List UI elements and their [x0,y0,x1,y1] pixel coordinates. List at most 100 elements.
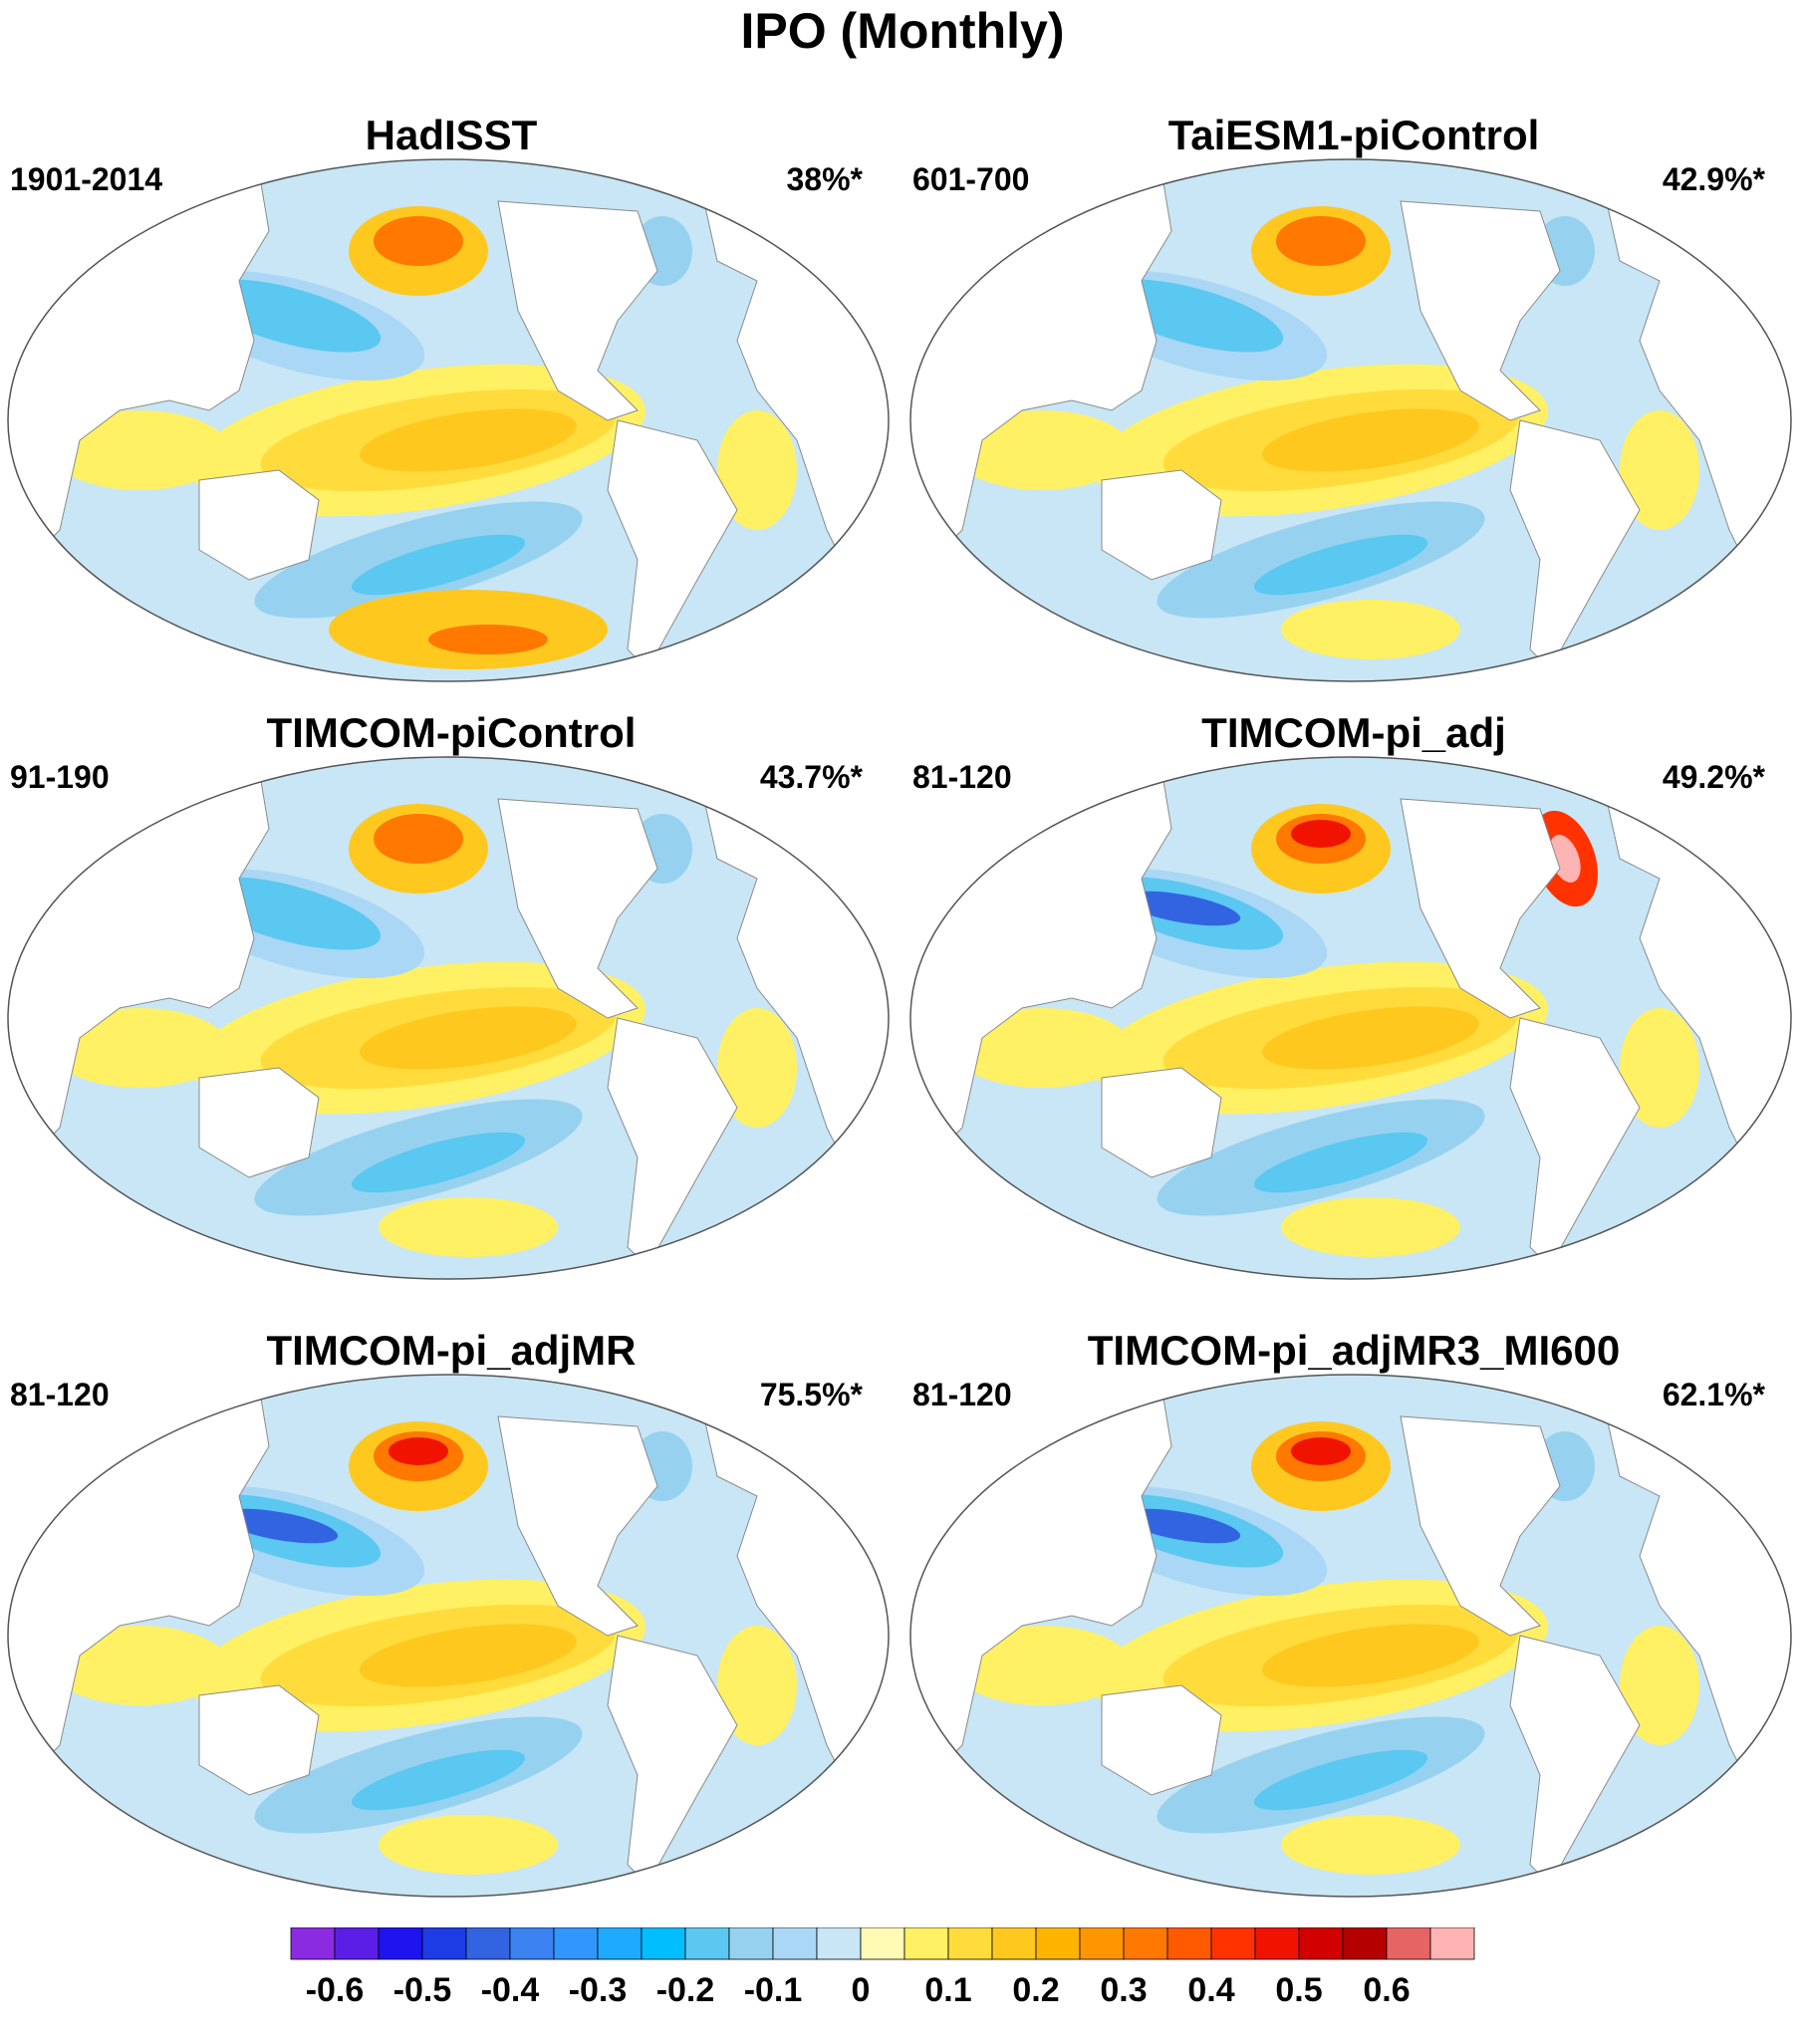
colorbar-swatch [772,1927,818,1960]
colorbar-swatch [597,1927,643,1960]
map-outline [909,1374,1792,1898]
colorbar-tick-label: -0.3 [569,1971,628,2009]
colorbar-swatch [1035,1927,1081,1960]
colorbar-swatch [334,1927,380,1960]
panel-variance: 38%* [786,161,864,197]
continent [1101,469,1222,581]
map-outline [7,1374,890,1898]
continent [497,798,658,1019]
figure-title: IPO (Monthly) [740,3,1065,59]
anomaly-contour [360,408,577,472]
global-map [0,756,902,1327]
anomaly-contour [1122,1508,1241,1544]
anomaly-contour [50,1626,229,1705]
anomaly-contour [1276,216,1366,266]
anomaly-contour [1253,1749,1428,1811]
colorbar-tick-label: 0.1 [924,1971,971,2009]
map-panel: TIMCOM-pi_adj 81-120 49.2%* [902,709,1805,1327]
colorbar-tick-label: 0.6 [1363,1971,1410,2009]
map-panel: TaiESM1-piControl 601-700 42.9%* [902,112,1805,729]
anomaly-contour [952,1626,1132,1705]
map-outline [909,158,1792,682]
continent [497,200,658,421]
anomaly-contour [50,1008,229,1088]
panel-period: 81-120 [912,759,1012,795]
panel-title: TIMCOM-piControl [266,709,637,756]
panel-period: 1901-2014 [10,161,163,197]
colorbar-tick-label: -0.5 [393,1971,452,2009]
colorbar-tick-label: 0 [852,1971,871,2009]
anomaly-contour [360,1624,577,1687]
colorbar-tick-label: -0.2 [656,1971,715,2009]
anomaly-contour [351,1749,526,1811]
colorbar-swatch [421,1927,467,1960]
panel-variance: 42.9%* [1662,161,1765,197]
panel-title: HadISST [365,112,538,158]
panel-title: TIMCOM-pi_adjMR3_MI600 [1087,1327,1621,1374]
anomaly-contour [1291,1437,1351,1465]
global-map [909,158,1792,682]
anomaly-contour [360,1006,577,1070]
anomaly-contour [351,1132,526,1193]
anomaly-contour [428,625,548,654]
colorbar-swatch [816,1927,862,1960]
colorbar-swatch [728,1927,774,1960]
panel-variance: 43.7%* [759,759,863,795]
continent [902,1282,1805,1327]
panel-period: 601-700 [912,161,1030,197]
panel-variance: 49.2%* [1662,759,1765,795]
anomaly-contour [1620,1626,1699,1745]
anomaly-contour [717,1008,797,1128]
colorbar-tick-label: -0.4 [481,1971,540,2009]
colorbar-swatch [509,1927,555,1960]
map-outline [909,756,1792,1280]
continent [1400,798,1561,1019]
colorbar-swatch [684,1927,730,1960]
map-panel: TIMCOM-pi_adjMR3_MI600 81-120 62.1%* [902,1327,1805,1944]
continent [198,469,320,581]
continent [1400,1415,1561,1637]
colorbar-tick-label: -0.6 [306,1971,365,2009]
panel-variance: 75.5%* [759,1377,863,1412]
map-panel: TIMCOM-pi_adjMR 81-120 75.5%* [0,1327,902,1944]
anomaly-contour [1262,1006,1479,1070]
colorbar-tick-label: -0.1 [744,1971,803,2009]
colorbar-swatch [553,1927,599,1960]
anomaly-contour [388,1437,448,1465]
panel-period: 91-190 [10,759,110,795]
continent [198,1067,320,1178]
colorbar-swatch [947,1927,993,1960]
anomaly-contour [1122,891,1241,926]
map-outline [7,158,890,682]
anomaly-contour [952,1008,1132,1088]
map-panel: TIMCOM-piControl 91-190 43.7%* [0,709,902,1327]
colorbar-swatch [1079,1927,1125,1960]
colorbar-swatch [1166,1927,1212,1960]
anomaly-contour [1253,1132,1428,1193]
continent [0,1282,902,1327]
continent [497,1415,658,1637]
panel-title: TaiESM1-piControl [1167,112,1540,158]
anomaly-contour [1281,1197,1460,1257]
global-map [7,1374,890,1898]
anomaly-contour [717,1626,797,1745]
panel-period: 81-120 [912,1377,1012,1412]
panel-title: TIMCOM-pi_adjMR [266,1327,637,1374]
anomaly-contour [1281,1815,1460,1875]
global-map [902,756,1805,1327]
colorbar-swatch [641,1927,686,1960]
colorbar-tick-label: 0.3 [1100,1971,1147,2009]
anomaly-contour [1620,410,1699,530]
anomaly-contour [351,534,526,596]
anomaly-contour [379,1815,558,1875]
anomaly-contour [1262,1624,1479,1687]
anomaly-contour [1262,408,1479,472]
anomaly-contour [379,1197,558,1257]
colorbar-swatch [378,1927,423,1960]
continent [1101,1067,1222,1178]
continent [1400,200,1561,421]
continent [1101,1684,1222,1796]
anomaly-contour [374,216,463,266]
panel-period: 81-120 [10,1377,110,1412]
map-outline [7,756,890,1280]
